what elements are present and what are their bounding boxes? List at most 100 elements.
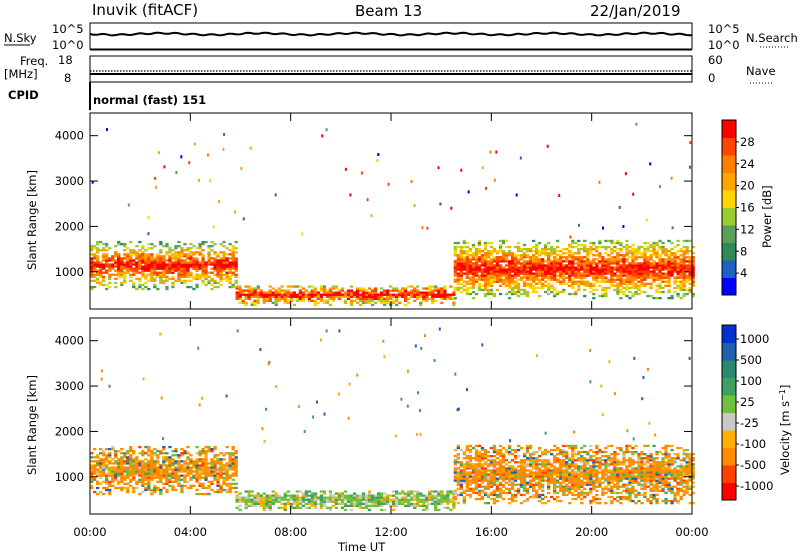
- heatmap-cell: [129, 484, 133, 487]
- heatmap-cell: [535, 278, 539, 281]
- heatmap-cell: [322, 496, 327, 499]
- heatmap-cell: [535, 491, 539, 495]
- heatmap-cell: [673, 276, 677, 279]
- heatmap-cell: [529, 446, 533, 450]
- heatmap-cell: [331, 504, 336, 507]
- heatmap-cell: [416, 496, 420, 499]
- heatmap-cell: [507, 282, 512, 285]
- heatmap-cell: [135, 472, 139, 475]
- heatmap-cell: [691, 276, 695, 279]
- heatmap-cell: [129, 470, 133, 473]
- heatmap-cell: [616, 239, 620, 243]
- heatmap-cell: [547, 477, 551, 480]
- scatter-cell: [163, 165, 166, 169]
- heatmap-cell: [468, 471, 473, 474]
- heatmap-cell: [607, 266, 611, 269]
- heatmap-cell: [571, 272, 575, 275]
- heatmap-cell: [234, 281, 238, 285]
- heatmap-cell: [105, 458, 109, 461]
- heatmap-cell: [646, 264, 650, 267]
- heatmap-cell: [349, 289, 354, 292]
- heatmap-cell: [204, 466, 208, 469]
- heatmap-cell: [522, 262, 527, 265]
- heatmap-cell: [616, 463, 620, 466]
- heatmap-cell: [574, 252, 578, 255]
- heatmap-cell: [120, 462, 124, 465]
- heatmap-cell: [529, 461, 533, 464]
- heatmap-cell: [477, 248, 482, 251]
- heatmap-cell: [655, 252, 659, 255]
- heatmap-cell: [589, 272, 593, 275]
- heatmap-cell: [667, 297, 671, 300]
- heatmap-cell: [622, 282, 626, 285]
- heatmap-cell: [244, 303, 248, 307]
- heatmap-cell: [682, 262, 686, 265]
- heatmap-cell: [355, 287, 360, 290]
- heatmap-cell: [682, 274, 686, 277]
- heatmap-cell: [111, 468, 115, 471]
- heatmap-cell: [667, 274, 671, 277]
- heatmap-cell: [228, 263, 232, 266]
- heatmap-cell: [132, 468, 136, 471]
- heatmap-cell: [456, 278, 460, 281]
- heatmap-cell: [147, 450, 151, 453]
- heatmap-cell: [138, 492, 142, 496]
- heatmap-cell: [489, 292, 494, 296]
- heatmap-cell: [577, 268, 581, 271]
- heatmap-cell: [525, 270, 530, 273]
- heatmap-cell: [213, 253, 217, 256]
- heatmap-cell: [153, 265, 157, 268]
- heatmap-cell: [622, 274, 626, 277]
- heatmap-cell: [380, 508, 384, 512]
- heatmap-cell: [141, 257, 145, 260]
- heatmap-cell: [462, 471, 466, 474]
- heatmap-cell: [592, 292, 596, 296]
- heatmap-cell: [386, 291, 390, 294]
- heatmap-cell: [525, 254, 530, 257]
- heatmap-cell: [337, 496, 342, 499]
- heatmap-cell: [301, 494, 305, 497]
- heatmap-cell: [616, 471, 620, 474]
- heatmap-cell: [462, 499, 466, 503]
- heatmap-cell: [159, 474, 163, 477]
- heatmap-cell: [446, 506, 450, 509]
- heatmap-cell: [513, 495, 518, 499]
- heatmap-cell: [271, 500, 275, 503]
- heatmap-cell: [562, 270, 566, 273]
- heatmap-cell: [655, 268, 659, 271]
- heatmap-cell: [108, 456, 112, 459]
- heatmap-cell: [123, 245, 127, 248]
- heatmap-cell: [507, 497, 512, 501]
- heatmap-cell: [361, 506, 366, 509]
- heatmap-cell: [111, 265, 115, 268]
- heatmap-cell: [117, 257, 121, 260]
- heatmap-cell: [510, 286, 515, 290]
- heatmap-cell: [225, 466, 229, 469]
- heatmap-cell: [204, 273, 208, 276]
- heatmap-cell: [583, 266, 587, 269]
- heatmap-cell: [613, 463, 617, 466]
- heatmap-cell: [90, 478, 94, 481]
- heatmap-cell: [510, 465, 515, 468]
- heatmap-cell: [225, 267, 229, 270]
- heatmap-cell: [135, 257, 139, 260]
- heatmap-cell: [640, 274, 644, 277]
- heatmap-cell: [556, 264, 560, 267]
- heatmap-cell: [565, 457, 569, 460]
- heatmap-cell: [162, 458, 166, 461]
- heatmap-cell: [691, 268, 695, 271]
- heatmap-cell: [222, 273, 226, 276]
- heatmap-cell: [180, 464, 184, 467]
- heatmap-cell: [449, 498, 453, 501]
- heatmap-cell: [183, 476, 187, 479]
- heatmap-cell: [352, 496, 357, 499]
- heatmap-cell: [171, 486, 175, 490]
- heatmap-cell: [135, 253, 139, 256]
- heatmap-cell: [483, 280, 488, 283]
- heatmap-cell: [489, 455, 494, 458]
- heatmap-cell: [395, 287, 399, 290]
- heatmap-cell: [474, 459, 479, 462]
- heatmap-cell: [180, 273, 184, 276]
- heatmap-cell: [395, 496, 399, 499]
- heatmap-cell: [213, 267, 217, 270]
